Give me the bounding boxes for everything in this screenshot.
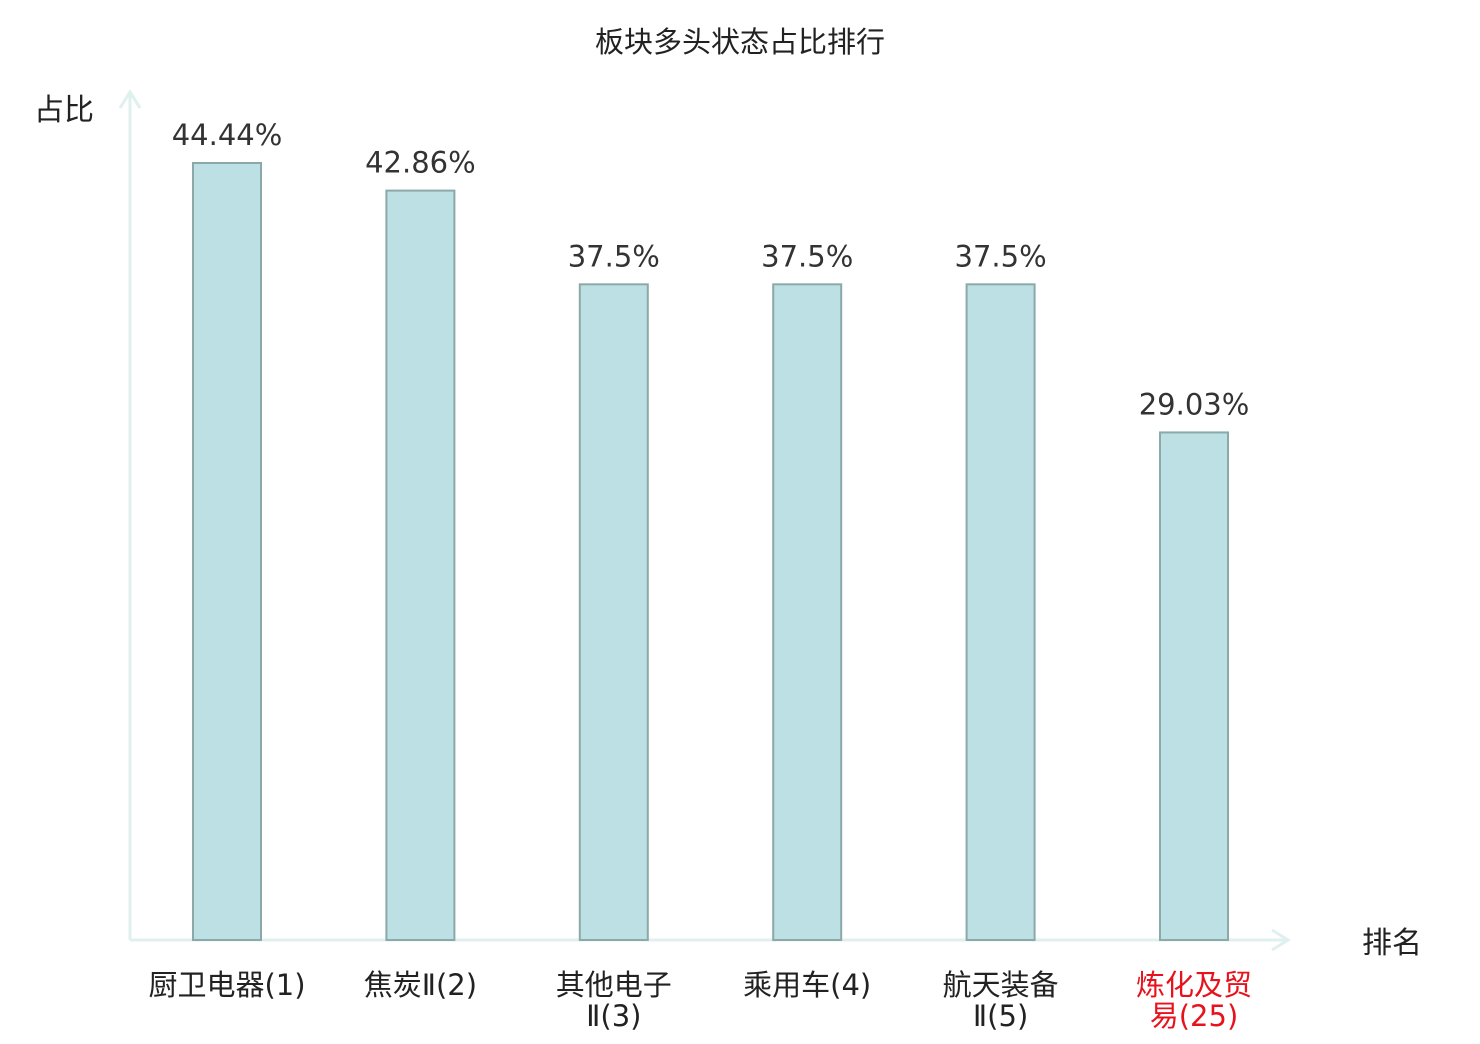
bar bbox=[385, 189, 456, 941]
x-axis-label: 排名 bbox=[1362, 926, 1422, 961]
category-label: 乘用车(4) bbox=[743, 968, 871, 1002]
category-label: 焦炭Ⅱ(2) bbox=[364, 968, 477, 1002]
bar-value-label: 29.03% bbox=[1139, 387, 1250, 421]
y-axis-arrow-icon bbox=[118, 89, 142, 109]
x-axis-arrow-icon bbox=[1271, 928, 1291, 952]
category-label-line2: Ⅱ(5) bbox=[973, 999, 1028, 1033]
bars-group bbox=[192, 161, 1229, 941]
category-label: 航天装备 bbox=[943, 968, 1059, 1002]
bar-value-label: 37.5% bbox=[761, 239, 853, 273]
y-axis bbox=[118, 89, 142, 940]
bar-value-label: 42.86% bbox=[365, 146, 476, 180]
bar bbox=[1159, 431, 1229, 941]
category-label: 炼化及贸 bbox=[1136, 968, 1252, 1002]
bar bbox=[192, 161, 262, 941]
category-label: 厨卫电器(1) bbox=[148, 968, 305, 1002]
value-labels-group: 44.44% 42.86% 37.5% 37.5% 37.5% 29.03% bbox=[172, 118, 1250, 421]
bar bbox=[772, 283, 843, 941]
chart-title: 板块多头状态占比排行 bbox=[595, 25, 885, 59]
category-label-line2: 易(25) bbox=[1150, 999, 1239, 1033]
bar-value-label: 37.5% bbox=[955, 239, 1047, 273]
x-axis bbox=[130, 928, 1291, 952]
category-label-line2: Ⅱ(3) bbox=[586, 999, 641, 1033]
y-axis-label: 占比 bbox=[34, 93, 94, 128]
bar bbox=[965, 283, 1036, 941]
bar bbox=[578, 283, 649, 941]
bar-value-label: 37.5% bbox=[568, 239, 660, 273]
bar-value-label: 44.44% bbox=[172, 118, 283, 152]
category-label: 其他电子 bbox=[556, 968, 672, 1002]
